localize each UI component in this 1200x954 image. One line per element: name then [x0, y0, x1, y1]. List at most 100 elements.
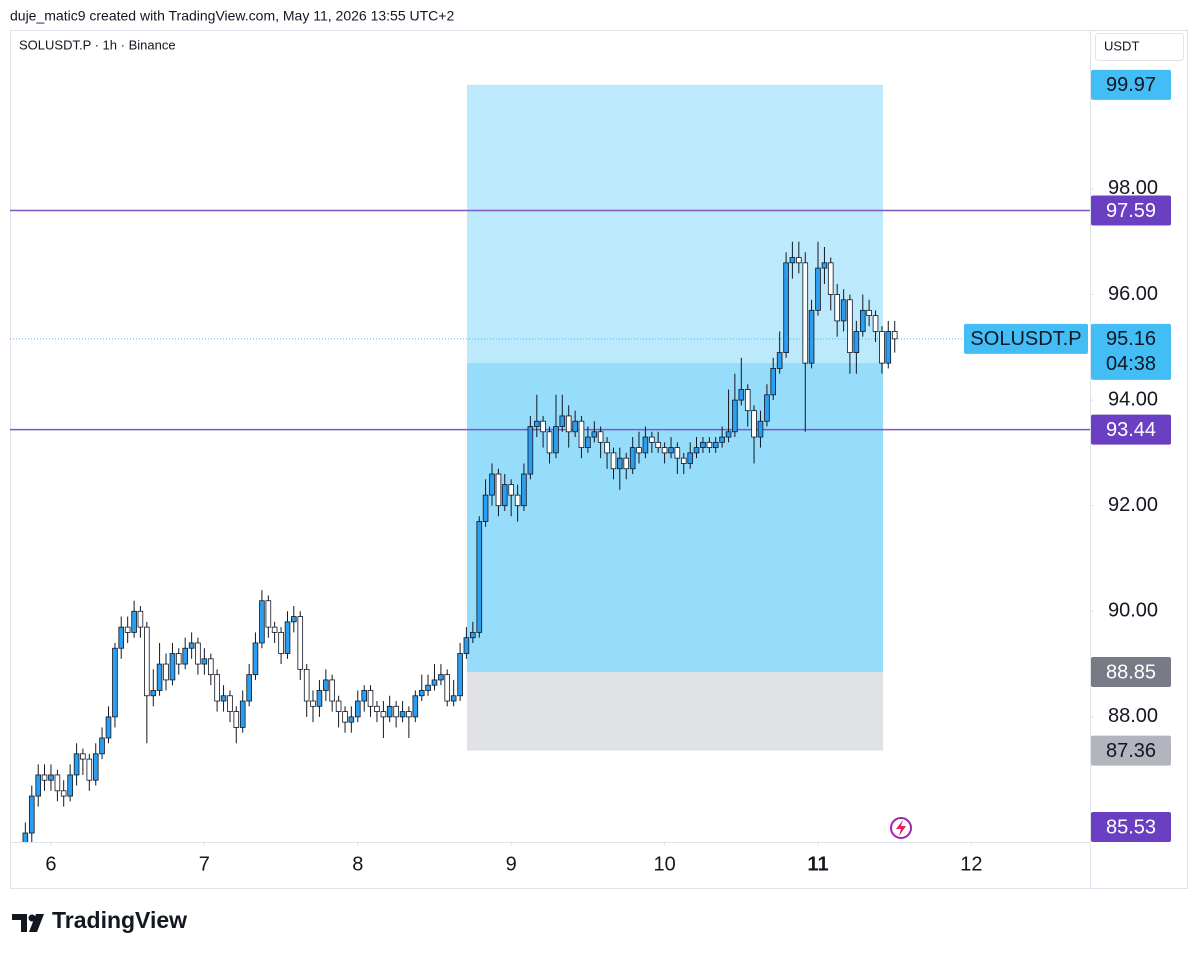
candle-body [891, 331, 898, 340]
line-price-label: 85.53 [1106, 816, 1156, 838]
candle-body [367, 690, 374, 707]
candle-body [674, 447, 681, 459]
candle-body [636, 447, 642, 454]
candle-body [597, 431, 604, 443]
candle-body [629, 447, 636, 470]
candle-body [393, 705, 399, 718]
candle-body [131, 610, 137, 633]
credit: duje_matic9 created with TradingView.com… [10, 8, 454, 24]
candle-body [220, 695, 227, 702]
currency: USDT [1104, 38, 1139, 53]
target-price-label-box [1091, 69, 1171, 100]
countdown-label: 04:38 [1106, 353, 1156, 375]
candle-body [310, 700, 316, 707]
candle-body [150, 690, 157, 697]
y-tick-label: 90.00 [1108, 600, 1158, 622]
candle-body [591, 431, 598, 438]
candle-body [54, 774, 61, 792]
symbol-info: SOLUSDT.P · 1h · Binance [19, 37, 176, 52]
alert-circle [890, 817, 912, 839]
candle-body [770, 368, 777, 396]
candle-body [738, 389, 745, 401]
candle-body [323, 679, 329, 691]
candle-body [208, 658, 214, 676]
candle-body [565, 415, 572, 433]
currency-box[interactable] [1095, 33, 1184, 61]
candle-body [623, 457, 630, 470]
entry-price-label-box [1091, 656, 1171, 687]
candle-body [457, 653, 463, 697]
candle-body [156, 663, 163, 691]
axes: 88.00 90.00 92.00 94.00 96.00 98.00 6 7 8 9 10 11 12… [45, 69, 1171, 875]
candle-body [521, 473, 527, 507]
candle-body [732, 399, 738, 433]
candle-body [144, 626, 150, 697]
candle-body [342, 711, 348, 723]
candle-body [99, 737, 105, 755]
candle-body [22, 832, 29, 842]
candle-body [399, 711, 406, 718]
candle-body [425, 684, 431, 691]
plot [10, 84, 1090, 842]
candle-body [783, 262, 789, 353]
candle-body [885, 331, 892, 364]
candle-body [386, 705, 393, 718]
candle-body [284, 621, 291, 654]
alert-icon[interactable] [890, 817, 912, 839]
candle-body [92, 753, 99, 781]
candle-body [28, 795, 35, 834]
candle-body [278, 632, 284, 654]
candle-body [41, 774, 48, 781]
candle-body [380, 711, 387, 718]
y-tick-label: 94.00 [1108, 388, 1158, 410]
candle-body [406, 711, 412, 718]
logo-mark [12, 914, 27, 932]
candle-body [553, 426, 559, 454]
candle-body [559, 415, 566, 427]
candle-body [105, 716, 112, 739]
candle-body [834, 294, 840, 322]
line-price-label-box [1091, 414, 1171, 445]
candle-body [214, 674, 220, 702]
candle-body [712, 441, 719, 449]
candle-body [252, 642, 259, 676]
candle-body [259, 600, 265, 644]
candle-body [470, 632, 476, 639]
x-tick-label: 7 [199, 853, 210, 875]
candle-body [246, 674, 252, 702]
candle-body [789, 257, 796, 264]
candle-body [233, 711, 240, 728]
line-price-label-box [1091, 812, 1171, 842]
alert-bolt [896, 820, 906, 836]
line-price-label-box [1091, 195, 1171, 226]
candle-body [693, 447, 700, 454]
logo-text: TradingView [52, 907, 187, 933]
candle-body [124, 626, 131, 633]
candle-body [802, 262, 809, 364]
x-tick-label: 6 [45, 853, 56, 875]
candle-body [815, 267, 821, 311]
candle-body [476, 521, 483, 633]
candle-body [438, 674, 444, 681]
candle-body [450, 695, 457, 702]
candle-body [163, 663, 169, 681]
y-tick-label: 92.00 [1108, 494, 1158, 516]
candle-body [73, 753, 80, 776]
candle-body [60, 790, 67, 797]
candle-body [48, 774, 54, 781]
candle-body [175, 653, 182, 665]
candle-body [182, 647, 188, 665]
candle-body [354, 700, 361, 718]
y-tick-label: 96.00 [1108, 283, 1158, 305]
candle-body [808, 309, 815, 364]
candle-body [374, 705, 380, 712]
line-price-label: 93.44 [1106, 419, 1156, 441]
candle-body [719, 436, 725, 443]
candle-body [463, 637, 470, 654]
candle-body [112, 647, 118, 718]
candle-body [431, 679, 438, 686]
logo-slash [29, 914, 44, 932]
last-price-box [1091, 323, 1171, 380]
position-stop-zone [467, 671, 884, 751]
